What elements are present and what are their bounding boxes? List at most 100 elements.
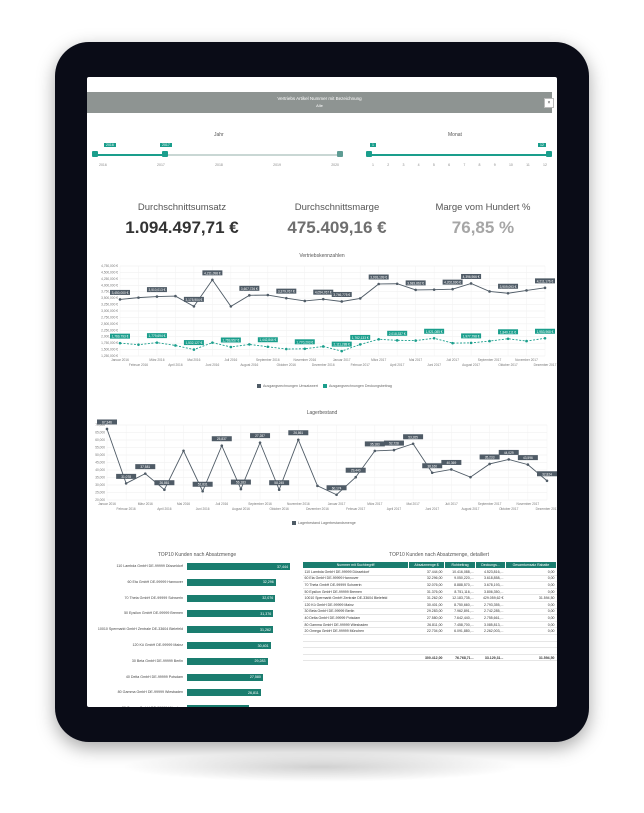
kpi-label-marge: Durchschnittsmarge (294, 202, 380, 213)
bar[interactable] (187, 657, 268, 665)
x-tick-label: März 2016 (138, 502, 153, 506)
data-label-box (183, 296, 204, 302)
table-header-row: Nummer mit Suchbegriff Absatzmenge $ Roh… (301, 561, 557, 569)
data-point (354, 475, 357, 479)
data-label: 27,287 (255, 434, 265, 438)
bar[interactable] (187, 626, 273, 634)
col-header-deckung[interactable]: Deckungs... (475, 561, 506, 569)
data-label: 67,346 (102, 420, 112, 424)
data-label: 1,532,127 € (185, 341, 202, 345)
data-label: 26,861 (293, 431, 303, 435)
bar[interactable] (187, 673, 263, 681)
table-cell: 4.523,816,... (475, 568, 506, 576)
data-point (285, 347, 288, 351)
data-label: 3,450,000 € (112, 291, 129, 295)
col-header-absatz[interactable]: Absatzmenge $ (408, 561, 445, 569)
table-row[interactable]: 120 Kü GmbH DE-99999 Mainz 30.401,00 8.750… (302, 601, 557, 609)
data-point (174, 294, 177, 298)
y-tick-label: 3,500,000 € (101, 296, 118, 300)
series-line (119, 337, 546, 352)
total-cell: 31.594,50 (505, 653, 557, 662)
col-header-rabatte[interactable]: Gesamtumsatz Rabatte (504, 561, 557, 569)
table-cell: 120 Kü GmbH DE-99999 Mainz (302, 601, 409, 609)
month-tick: 4 (417, 163, 420, 167)
kpi-label-umsatz: Durchschnittsumsatz (137, 202, 227, 213)
report-title: Vertriebs Artikel Nummer mit Bezeichnung (277, 96, 362, 101)
vertrieb-legend: Ausgangsrechnungen Umsatzwert Ausgangsre… (257, 384, 392, 389)
bar-value-label: 30,401 (257, 643, 269, 648)
legend-swatch (257, 384, 261, 389)
table-row[interactable]: 10010 Spermarkt GmbH Zentrale DE-33604 B… (302, 594, 557, 602)
x-tick-label: Oktober 2017 (499, 507, 519, 511)
bar[interactable] (187, 610, 274, 618)
col-header-rohbeitrag[interactable]: Rohbeitrag (443, 561, 477, 569)
table-row[interactable]: 70 Theta GmbH DE-99999 Schwerin 32.076,00… (302, 581, 557, 589)
legend-swatch (292, 521, 296, 526)
table-cell: 3.085,813,... (475, 621, 506, 629)
data-point (451, 287, 454, 291)
data-point (392, 448, 396, 452)
month-end-tag: 12 (538, 143, 546, 147)
bar-value-label: 27,580 (249, 675, 261, 680)
table-cell: 2.755,661,... (475, 614, 506, 622)
bar-category-label: 60 Eta GmbH DE-99999 Hannover (127, 579, 183, 584)
table-row[interactable]: 80 Gamma GmbH DE-99999 Wiesbaden 26.811,0… (302, 621, 557, 629)
data-label: 25,837 (217, 437, 227, 441)
data-label-box (146, 333, 167, 339)
table-row[interactable]: 40 Delta GmbH DE-99999 Potsdam 27.580,00 7… (302, 614, 557, 622)
table-row[interactable]: 30 Beta GmbH DE-99999 Berlin 29.283,00 7.9… (302, 608, 557, 616)
y-tick-label: 45,000 (95, 461, 105, 465)
table-cell: 6.091,880,... (444, 627, 476, 635)
year-filter-label: Jahr (214, 132, 224, 138)
total-cell (302, 653, 409, 662)
table-cell: 50 Epsilon GmbH DE-99999 Bremen (302, 588, 409, 596)
month-slider-range[interactable] (369, 154, 549, 156)
data-label: 37,581 (140, 465, 150, 469)
table-cell: 0,00 (505, 627, 557, 635)
table-row[interactable]: 50 Epsilon GmbH DE-99999 Bremen 31.376,00… (302, 588, 557, 596)
bar[interactable] (187, 705, 250, 707)
data-label-box (498, 449, 519, 455)
data-label-box (211, 436, 232, 442)
data-label: 3,909,093 € (500, 285, 517, 289)
legend-lager: Lagerbestand Lagerbestandsmenge (298, 521, 356, 525)
data-point (192, 305, 196, 308)
table-row[interactable]: 20 Omega GmbH DE-99999 München 22.704,00 6… (302, 627, 557, 635)
col-header-nummer[interactable]: Nummer mit Suchbegriff (301, 561, 410, 569)
month-tick: 8 (478, 163, 481, 167)
data-label: 52,831 (198, 483, 208, 487)
y-tick-label: 2,500,000 € (101, 322, 118, 326)
table-row[interactable]: 110 Lambda GmbH DE-99999 Düsseldorf 37.44… (302, 568, 557, 576)
year-slider-track[interactable] (95, 154, 340, 156)
bar[interactable] (187, 689, 261, 697)
table-cell: 26.811,00 (408, 621, 445, 629)
bar[interactable] (187, 594, 276, 602)
month-filter-label: Monat (448, 132, 462, 138)
table-spacer-row (302, 647, 557, 655)
year-slider-end-handle[interactable] (162, 151, 168, 157)
data-label: 2,018,337 € (389, 332, 406, 336)
bar-value-label: 32,076 (262, 596, 274, 601)
table-total-row: 300.412,00 76.768,71... 33.129,31... 31.594… (302, 653, 557, 662)
bar[interactable] (187, 563, 290, 570)
data-point (174, 344, 177, 347)
bar[interactable] (187, 642, 271, 649)
month-tick: 7 (463, 163, 466, 167)
table-cell: 10010 Spermarkt GmbH Zentrale DE-33604 B… (302, 594, 409, 602)
month-slider-start-handle[interactable] (366, 151, 372, 157)
table-row[interactable]: 60 Eta GmbH DE-99999 Hannover 32.296,00 9.… (302, 575, 557, 583)
y-tick-label: 70,000 (95, 423, 105, 427)
x-tick-label: September 2017 (478, 502, 502, 506)
data-label: 3,683,862 € (407, 281, 424, 285)
year-slider-range (95, 154, 165, 156)
x-tick-label: Mai 2016 (177, 502, 190, 506)
data-label-box (535, 328, 555, 334)
data-label-box (424, 328, 445, 334)
year-slider-start-handle[interactable] (92, 151, 98, 157)
bar[interactable] (187, 578, 276, 586)
close-button[interactable]: × (544, 98, 554, 108)
table-cell: 7.642,440,... (444, 614, 476, 622)
month-tick: 2 (387, 163, 390, 167)
year-slider-max-handle[interactable] (337, 151, 343, 157)
month-slider-end-handle[interactable] (546, 151, 552, 157)
